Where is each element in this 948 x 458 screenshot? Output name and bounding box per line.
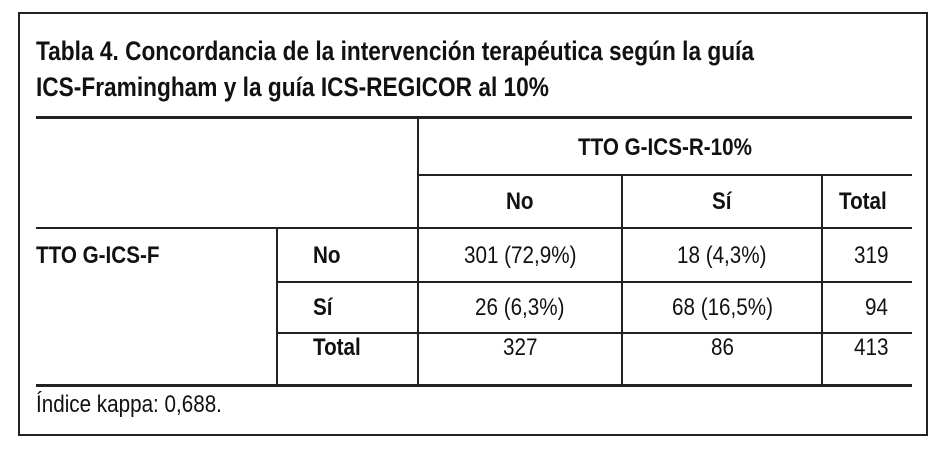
footnote: Índice kappa: 0,688. bbox=[36, 391, 222, 418]
rule bbox=[36, 116, 912, 119]
rule bbox=[621, 175, 623, 385]
table-cell: 94 bbox=[865, 294, 888, 321]
rule bbox=[36, 384, 912, 387]
table-cell: 413 bbox=[853, 334, 888, 361]
column-group-header: TTO G-ICS-R-10% bbox=[578, 134, 752, 161]
table-cell: 68 (16,5%) bbox=[671, 294, 773, 321]
row-header: Total bbox=[313, 334, 361, 361]
rule bbox=[277, 332, 912, 334]
row-header: No bbox=[313, 242, 341, 269]
column-header: Total bbox=[839, 188, 887, 215]
rule bbox=[821, 175, 823, 385]
rule bbox=[418, 174, 912, 176]
table-cell: 327 bbox=[502, 334, 538, 361]
title-line: ICS-Framingham y la guía ICS-REGICOR al … bbox=[36, 72, 549, 102]
table-frame bbox=[18, 12, 928, 436]
row-header: Sí bbox=[313, 294, 333, 321]
column-header: Sí bbox=[712, 188, 732, 215]
title-line: Tabla 4. Concordancia de la intervención… bbox=[36, 36, 754, 66]
table-cell: 18 (4,3%) bbox=[677, 242, 767, 269]
table-cell: 26 (6,3%) bbox=[475, 294, 565, 321]
rule bbox=[276, 228, 278, 385]
rule bbox=[417, 118, 419, 385]
table-cell: 319 bbox=[853, 242, 888, 269]
table-cell: 86 bbox=[710, 334, 734, 361]
rule bbox=[277, 281, 912, 283]
column-header: No bbox=[506, 188, 534, 215]
row-group-header: TTO G-ICS-F bbox=[36, 242, 160, 269]
rule bbox=[36, 227, 912, 229]
table-cell: 301 (72,9%) bbox=[463, 242, 577, 269]
